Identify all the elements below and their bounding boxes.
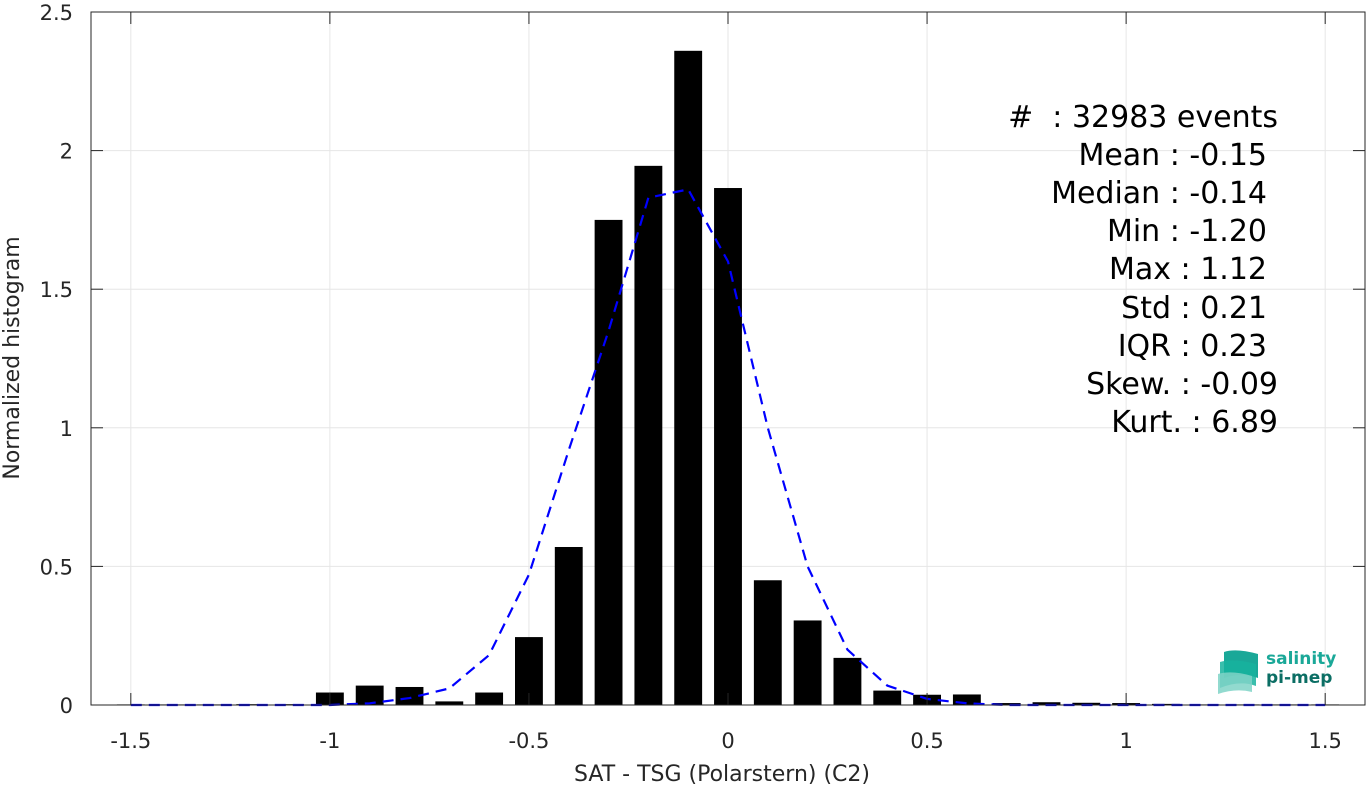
logo-line2: pi-mep xyxy=(1266,668,1333,688)
wave-logo-icon xyxy=(1218,650,1258,694)
y-tick-label: 0 xyxy=(60,694,73,718)
histogram-bar xyxy=(594,219,623,705)
histogram-bar xyxy=(395,686,424,705)
y-tick-label: 0.5 xyxy=(40,555,73,579)
x-tick-label: -1.5 xyxy=(110,729,151,753)
histogram-bar xyxy=(714,188,742,706)
x-tick-label: 0.5 xyxy=(910,729,943,753)
histogram-bar xyxy=(793,620,822,705)
histogram-bar xyxy=(1072,702,1101,705)
x-axis-label: SAT - TSG (Polarstern) (C2) xyxy=(574,762,870,785)
histogram-bar xyxy=(1152,703,1180,705)
histogram-bar xyxy=(554,546,583,705)
histogram-bar xyxy=(833,657,862,705)
x-tick-label: 1 xyxy=(1119,729,1132,753)
histogram-bar xyxy=(753,580,782,705)
x-tick-label: 0 xyxy=(721,729,734,753)
histogram-bar xyxy=(355,685,384,705)
x-tick-label: -0.5 xyxy=(508,729,549,753)
y-tick-label: 1.5 xyxy=(40,278,73,302)
logo-line1: salinity xyxy=(1266,649,1337,669)
axis-ticks: -1.5 -1 -0.5 0 0.5 1 1.5 0 0.5 1 1.5 2 2.5 xyxy=(40,1,1365,753)
x-tick-label: -1 xyxy=(319,729,340,753)
histogram-bar xyxy=(1032,702,1061,705)
y-axis-label: Normalized histogram xyxy=(0,236,25,479)
x-tick-label: 1.5 xyxy=(1308,729,1341,753)
histogram-bar xyxy=(674,50,703,706)
y-tick-label: 1 xyxy=(60,417,73,441)
histogram-bar xyxy=(873,690,902,705)
y-tick-label: 2.5 xyxy=(40,1,73,25)
histogram-bar xyxy=(634,165,663,705)
salinity-pimep-logo: salinity pi-mep xyxy=(1216,648,1346,694)
histogram-bar xyxy=(992,703,1021,705)
histogram-bar xyxy=(435,701,464,705)
histogram-bar xyxy=(475,692,504,705)
histogram-bar xyxy=(952,694,981,705)
y-tick-label: 2 xyxy=(60,140,73,164)
